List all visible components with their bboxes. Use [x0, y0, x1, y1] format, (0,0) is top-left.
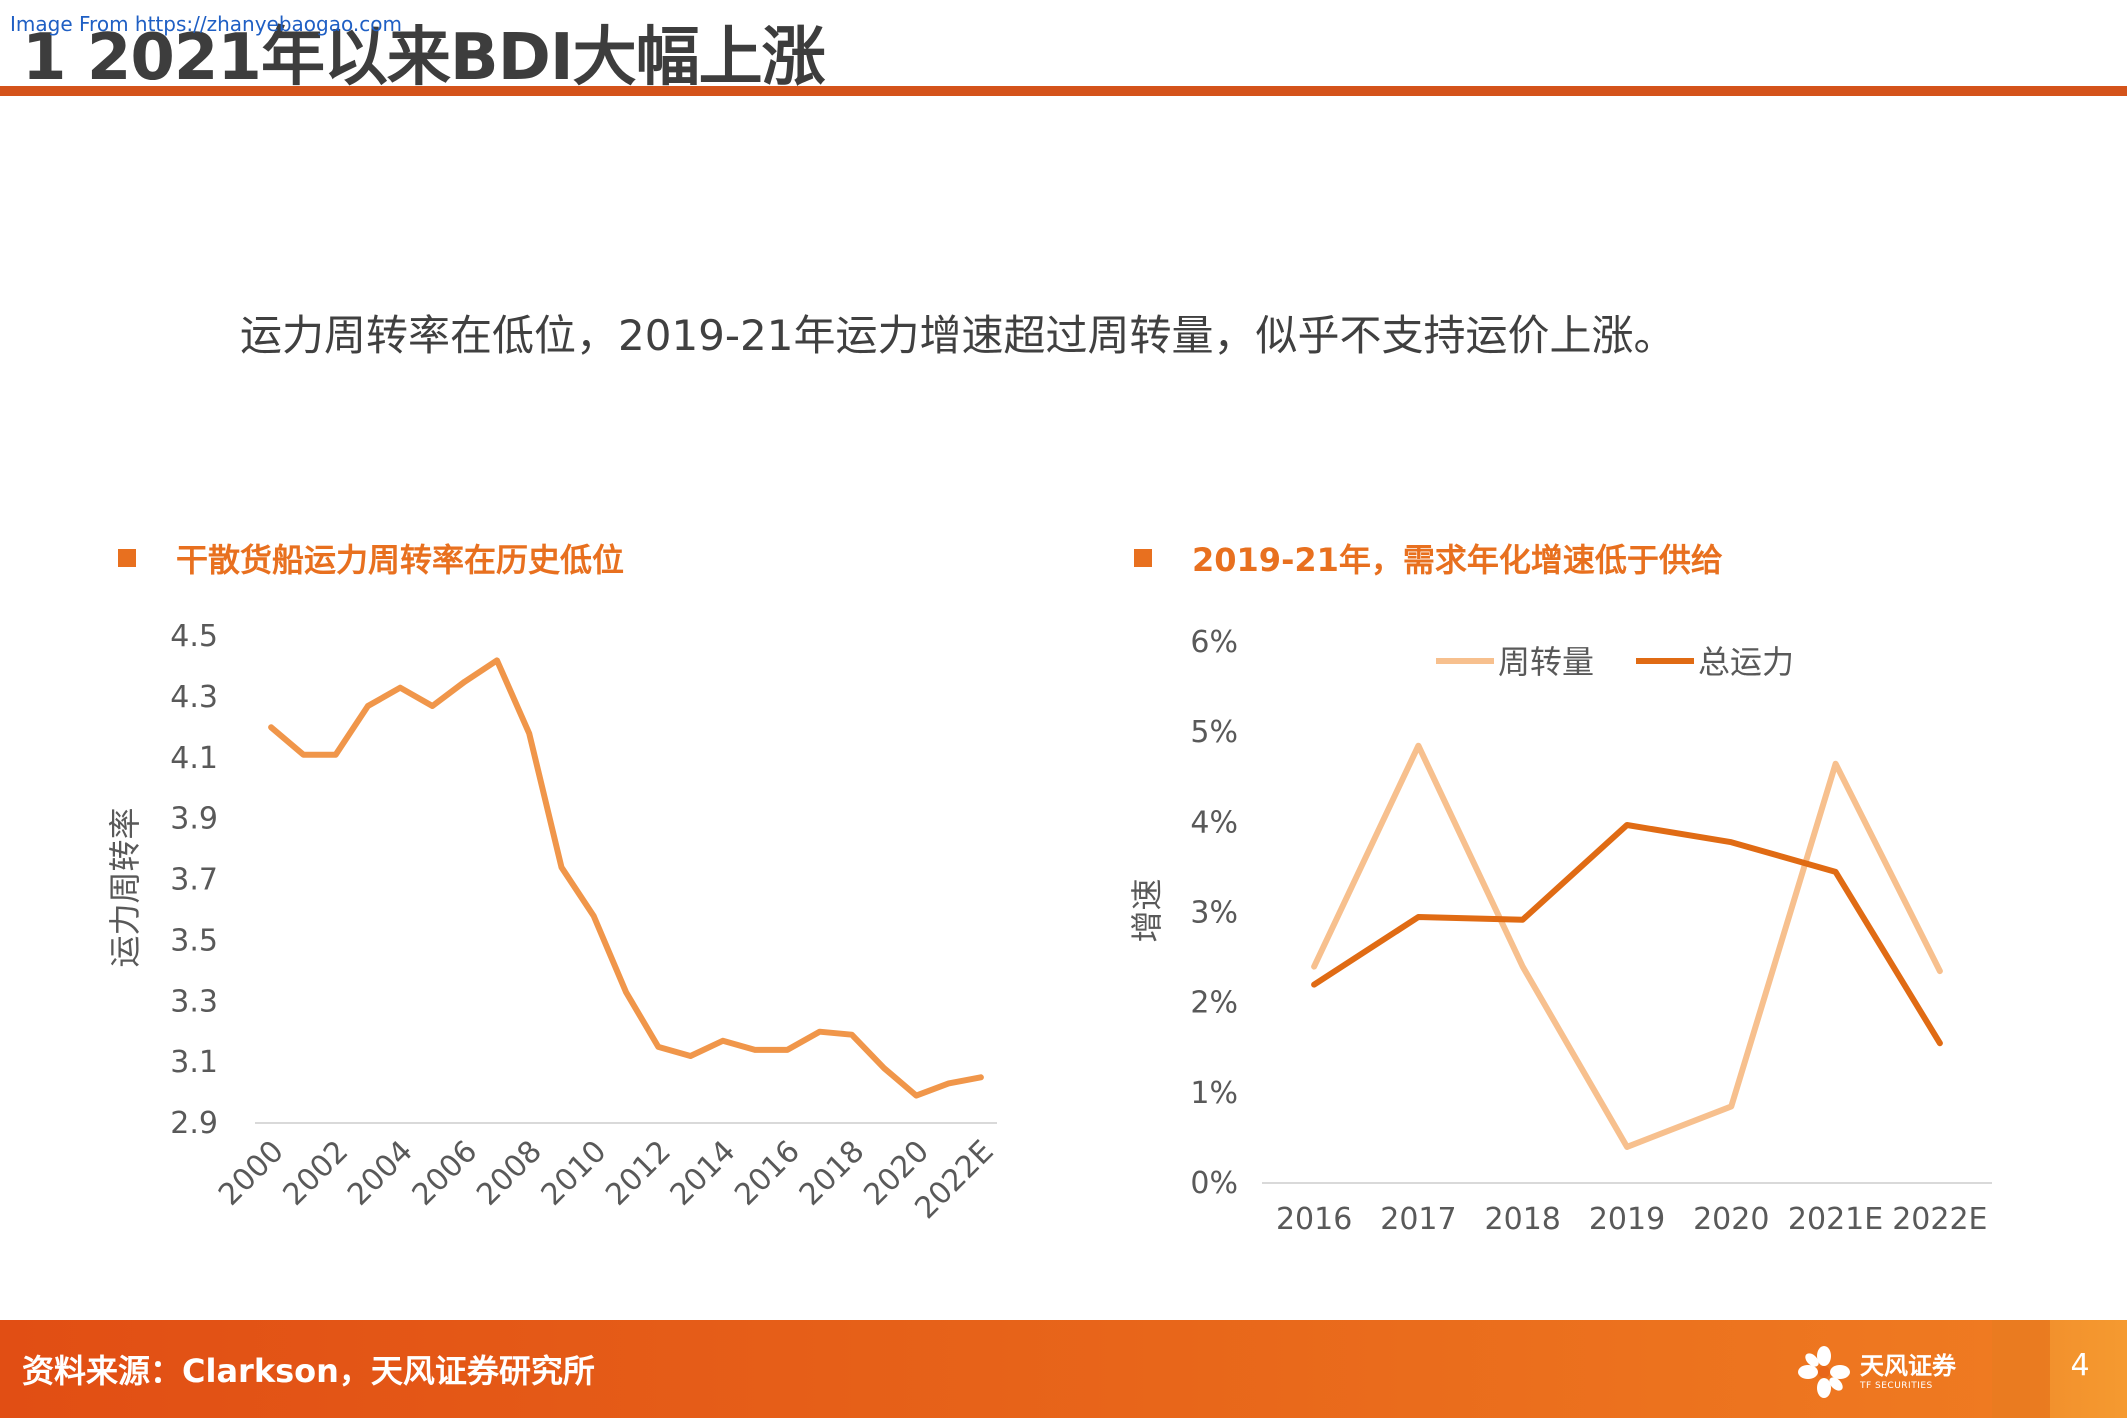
footer-accent-block — [1992, 1320, 2050, 1418]
y-tick-label: 3.1 — [170, 1045, 218, 1080]
y-tick-label: 6% — [1190, 625, 1238, 660]
x-tick-label: 2020 — [1693, 1202, 1769, 1237]
logo-text-cn: 天风证券 — [1860, 1352, 1956, 1380]
right-chart-heading: 2019-21年，需求年化增速低于供给 — [1134, 536, 1723, 580]
title-rule — [0, 86, 2127, 96]
heading-bullet-icon — [1134, 549, 1152, 567]
y-tick-label: 3% — [1190, 896, 1238, 931]
x-tick-label: 2022E — [1892, 1202, 1987, 1237]
x-tick-label: 2017 — [1380, 1202, 1456, 1237]
legend-label: 总运力 — [1698, 643, 1794, 681]
source-note: 资料来源：Clarkson，天风证券研究所 — [22, 1352, 595, 1390]
y-tick-label: 2.9 — [170, 1106, 218, 1141]
y-tick-label: 0% — [1190, 1166, 1238, 1201]
left-chart-heading: 干散货船运力周转率在历史低位 — [118, 536, 624, 580]
slide-subtitle: 运力周转率在低位，2019-21年运力增速超过周转量，似乎不支持运价上涨。 — [240, 311, 1676, 360]
heading-bullet-icon — [118, 549, 136, 567]
y-axis-title: 增速 — [1128, 878, 1166, 942]
x-tick-label: 2019 — [1589, 1202, 1665, 1237]
x-tick-label: 2018 — [1485, 1202, 1561, 1237]
series-line-turnover — [1311, 742, 1943, 1150]
series-line-capacity — [1311, 822, 1943, 1047]
watermark: Image From https://zhanyebaogao.com — [10, 12, 402, 36]
x-tick-label: 2016 — [1276, 1202, 1352, 1237]
y-tick-label: 3.5 — [170, 923, 218, 958]
footer-bar: 资料来源：Clarkson，天风证券研究所 天风证券 TF SECURITIES… — [0, 1320, 2127, 1418]
page-number: 4 — [2070, 1348, 2090, 1383]
y-tick-label: 4.5 — [170, 619, 218, 654]
page-title: 1 2021年以来BDI大幅上涨 — [22, 21, 826, 95]
right-chart-heading-text: 2019-21年，需求年化增速低于供给 — [1192, 541, 1723, 579]
y-tick-label: 5% — [1190, 715, 1238, 750]
y-tick-label: 3.3 — [170, 984, 218, 1019]
y-tick-label: 3.7 — [170, 863, 218, 898]
y-axis-title: 运力周转率 — [106, 807, 144, 967]
logo-text-en: TF SECURITIES — [1860, 1381, 1933, 1391]
y-tick-label: 3.9 — [170, 802, 218, 837]
left-chart-turnover-rate: 4.54.34.13.93.73.53.33.12.92000200220042… — [106, 619, 1001, 1226]
y-tick-label: 4% — [1190, 805, 1238, 840]
left-chart-heading-text: 干散货船运力周转率在历史低位 — [176, 541, 625, 579]
flower-logo-icon — [1798, 1346, 1850, 1398]
right-chart-growth-rate: 6% 5% 4% 3% 2% 1% 0% 2016 2017 2018 2019 2020 2021E 2… — [1128, 625, 1992, 1237]
y-tick-label: 4.3 — [170, 680, 218, 715]
company-logo: 天风证券 TF SECURITIES — [1796, 1344, 1956, 1400]
y-tick-label: 2% — [1190, 986, 1238, 1021]
series-line-turnover-rate — [268, 657, 984, 1099]
x-tick-label: 2021E — [1788, 1202, 1883, 1237]
y-tick-label: 4.1 — [170, 741, 218, 776]
y-tick-label: 1% — [1190, 1076, 1238, 1111]
legend-label: 周转量 — [1498, 643, 1594, 681]
